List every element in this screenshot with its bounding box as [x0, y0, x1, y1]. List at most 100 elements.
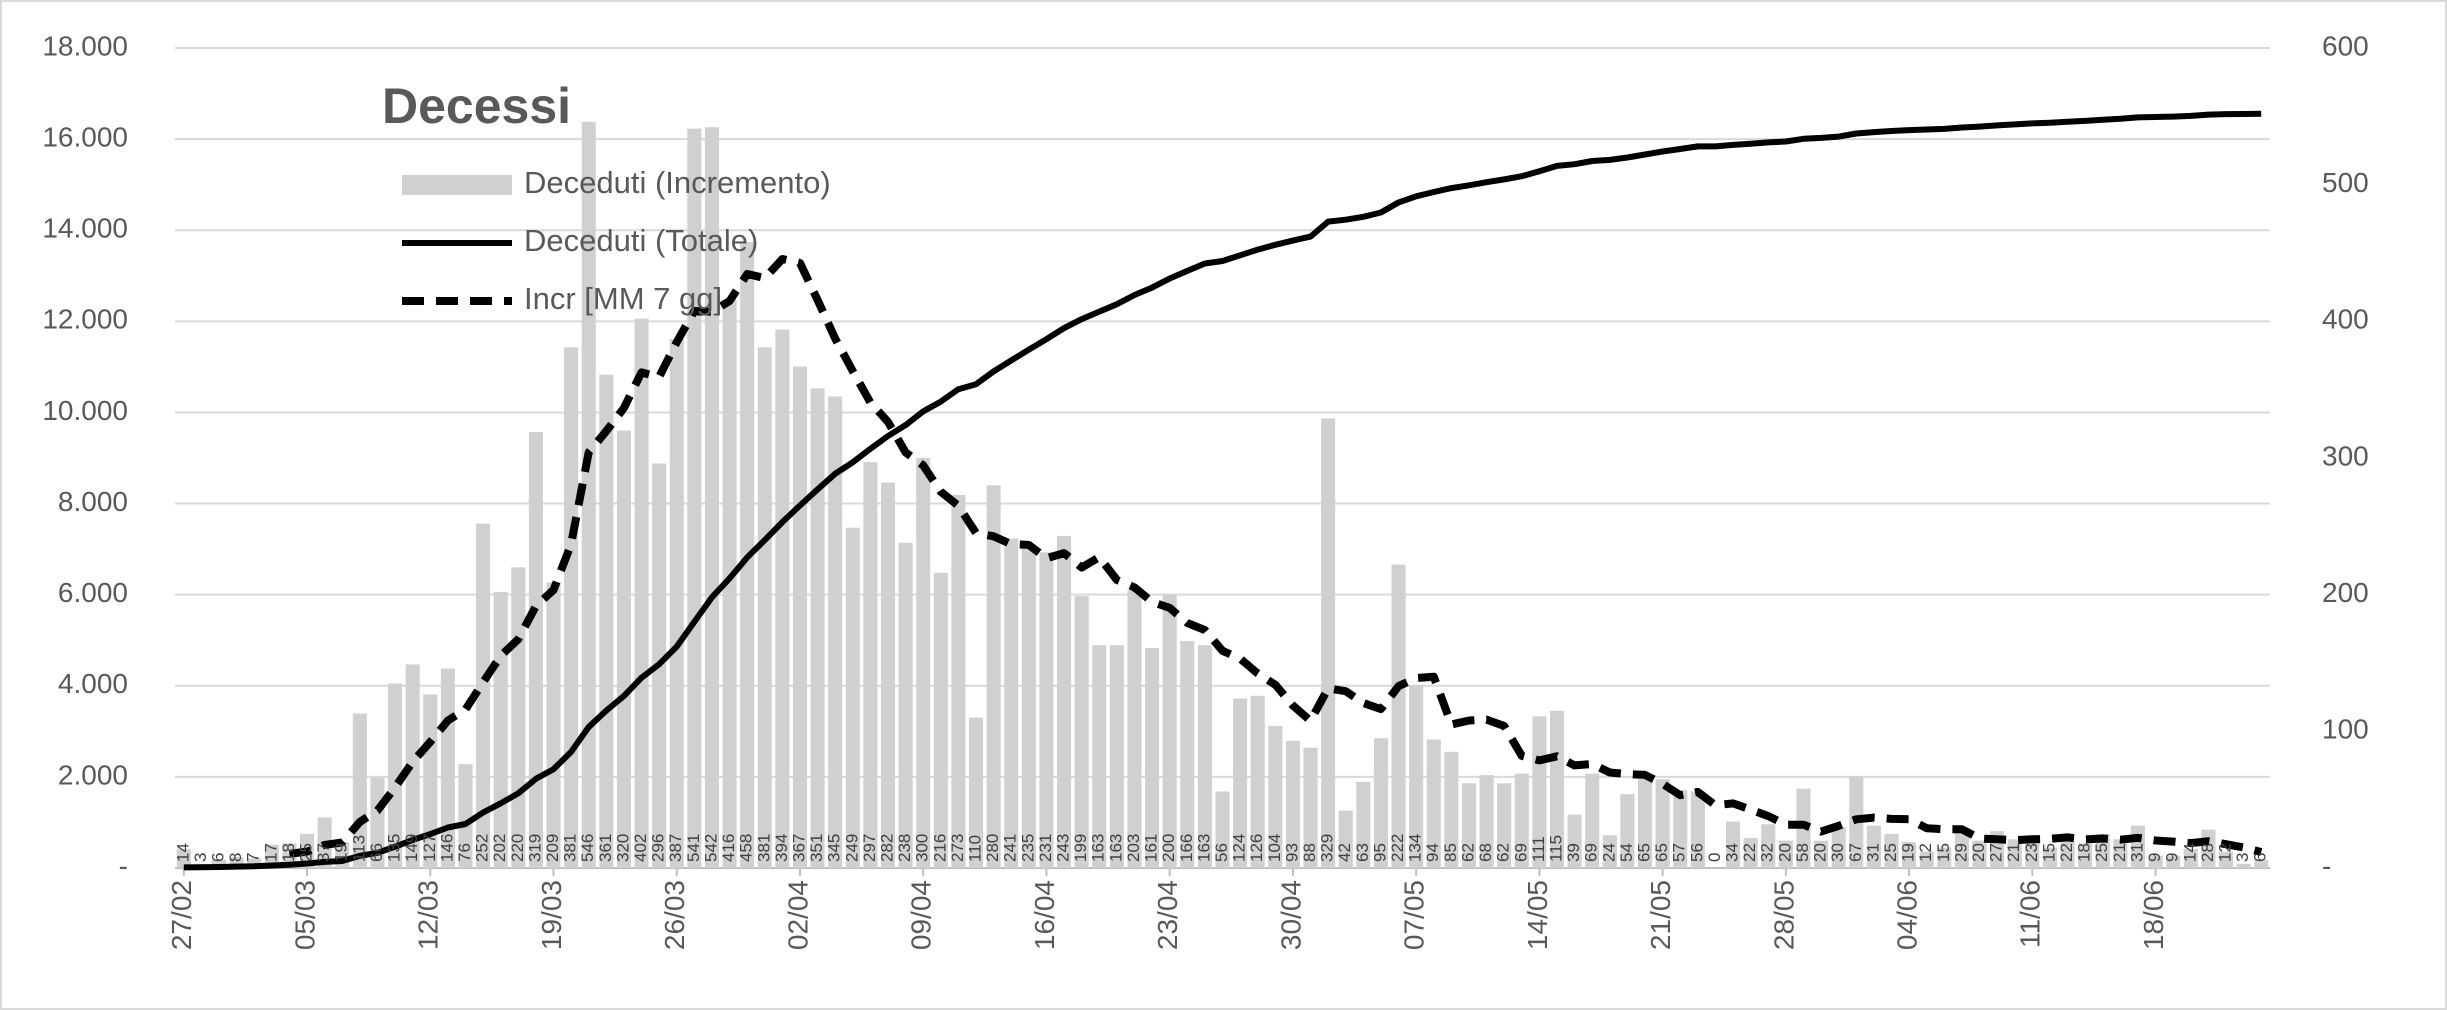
- bar: [458, 764, 473, 868]
- data-label: 297: [860, 834, 879, 862]
- data-label: 37: [314, 843, 333, 862]
- bar: [1743, 837, 1758, 868]
- y2-tick-label: 300: [2322, 440, 2369, 471]
- data-label: 42: [1335, 843, 1354, 862]
- x-tick-label: 09/04: [906, 880, 937, 950]
- x-tick-label: 02/04: [782, 880, 813, 950]
- bar: [1726, 821, 1741, 868]
- bar: [1127, 590, 1142, 868]
- bar: [2007, 839, 2022, 868]
- bar: [388, 683, 403, 868]
- data-label: 17: [261, 843, 280, 862]
- y2-tick-label: -: [2322, 850, 2331, 881]
- data-label: 209: [543, 834, 562, 862]
- data-label: 88: [1300, 843, 1319, 862]
- bar: [2236, 863, 2251, 868]
- bar: [1831, 827, 1846, 868]
- bar: [1902, 842, 1917, 868]
- data-label: 361: [596, 834, 615, 862]
- data-label: 320: [613, 834, 632, 862]
- y-tick-label: 16.000: [42, 122, 128, 153]
- bar: [211, 859, 227, 868]
- data-label: 21: [2004, 843, 2023, 862]
- bar: [1585, 773, 1600, 868]
- data-label: 31: [2127, 843, 2146, 862]
- bar: [546, 582, 561, 868]
- data-label: 15: [1934, 843, 1953, 862]
- y-tick-label: -: [119, 850, 128, 881]
- bar: [1937, 847, 1952, 868]
- bar: [634, 318, 649, 869]
- data-label: 25: [297, 843, 316, 862]
- legend-swatch: [402, 175, 512, 195]
- bar: [1215, 791, 1230, 868]
- data-label: 300: [913, 834, 932, 862]
- data-label: 387: [666, 834, 685, 862]
- data-label: 199: [1071, 834, 1090, 862]
- data-label: 20: [1969, 843, 1988, 862]
- bar: [176, 848, 191, 868]
- data-label: 18: [279, 843, 298, 862]
- data-label: 110: [966, 835, 985, 862]
- bar: [1074, 596, 1089, 868]
- data-label: 329: [1318, 834, 1337, 862]
- data-label: 85: [1441, 843, 1460, 862]
- bar: [1180, 641, 1195, 868]
- data-label: 115: [1546, 835, 1565, 862]
- data-label: 57: [1670, 843, 1689, 862]
- bar: [986, 485, 1001, 868]
- data-label: 241: [1001, 834, 1020, 862]
- line: [288, 255, 2263, 858]
- bar: [1514, 773, 1529, 868]
- data-label: 135: [385, 834, 404, 862]
- bar: [1004, 538, 1019, 868]
- y2-tick-label: 100: [2322, 714, 2369, 745]
- bar: [2060, 837, 2075, 868]
- chart-title: Decessi: [382, 78, 571, 134]
- bar: [1637, 779, 1653, 868]
- labels: - 2.000 4.000 6.000 8.000 10.000 12.000 14.000 1…: [42, 30, 2368, 950]
- bar: [2025, 836, 2040, 868]
- data-label: 3: [2233, 853, 2252, 862]
- bar: [792, 366, 808, 868]
- data-label: 126: [1247, 834, 1266, 862]
- y-tick-label: 2.000: [58, 759, 128, 790]
- data-label: 134: [1406, 834, 1425, 862]
- bar: [2078, 843, 2093, 868]
- data-label: 68: [1476, 843, 1495, 862]
- bar: [1655, 779, 1670, 868]
- data-label: 56: [1687, 843, 1706, 862]
- bar: [968, 717, 984, 868]
- data-label: 282: [877, 834, 896, 862]
- bar: [581, 121, 596, 869]
- data-label: 54: [1617, 843, 1636, 862]
- x-tick-label: 19/03: [536, 880, 567, 950]
- data-label: 458: [737, 834, 756, 862]
- bar: [599, 374, 614, 868]
- data-label: 94: [1423, 843, 1442, 862]
- bar: [1250, 695, 1265, 868]
- bar: [2254, 859, 2269, 868]
- data-label: 9: [2163, 853, 2182, 862]
- data-label: 69: [1582, 843, 1601, 862]
- x-tick-label: 23/04: [1152, 880, 1183, 950]
- bar: [1778, 840, 1793, 868]
- data-label: 202: [490, 834, 509, 862]
- bar: [1373, 738, 1388, 868]
- data-label: 3: [191, 853, 210, 862]
- y-tick-label: 14.000: [42, 213, 128, 244]
- data-label: 163: [1089, 834, 1108, 862]
- bar: [1338, 810, 1353, 868]
- bar: [1444, 751, 1459, 868]
- bar: [1409, 684, 1424, 868]
- data-label: 63: [1353, 843, 1372, 862]
- data-label: 163: [1106, 834, 1125, 862]
- x-tick-label: 07/05: [1399, 880, 1430, 950]
- data-label: 111: [1529, 836, 1548, 862]
- x-tick-label: 05/03: [289, 880, 320, 950]
- x-tick-label: 11/06: [2015, 880, 2046, 948]
- data-label: 32: [1758, 843, 1777, 862]
- bar: [1039, 552, 1054, 868]
- bar: [1690, 791, 1705, 868]
